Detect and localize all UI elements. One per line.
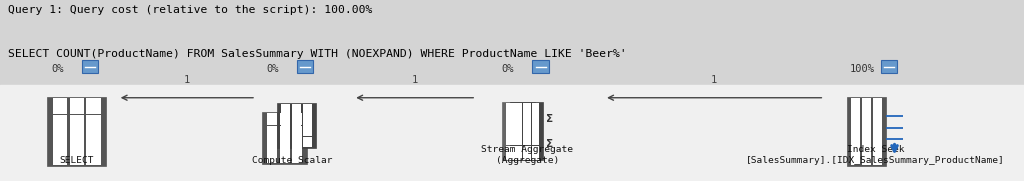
Bar	[292, 113, 302, 125]
Bar	[267, 138, 278, 151]
Bar	[282, 115, 290, 126]
Bar	[851, 98, 860, 114]
Bar	[82, 60, 98, 73]
Bar	[515, 131, 522, 145]
Bar	[297, 60, 313, 73]
Bar	[873, 98, 882, 114]
Bar	[303, 137, 311, 147]
Bar	[524, 131, 531, 145]
Bar	[70, 115, 84, 131]
Bar	[86, 148, 100, 165]
Text: 1: 1	[183, 75, 190, 85]
Bar	[522, 131, 529, 145]
Bar	[86, 131, 100, 148]
Bar	[70, 98, 84, 114]
Bar	[280, 151, 290, 163]
Bar	[515, 117, 522, 131]
Text: SELECT: SELECT	[59, 156, 94, 165]
Text: Σ: Σ	[547, 139, 554, 149]
Bar	[70, 131, 84, 148]
Bar	[53, 148, 68, 165]
Bar	[506, 117, 513, 131]
Bar	[531, 146, 539, 160]
Bar	[292, 151, 302, 163]
Bar	[522, 117, 529, 131]
Bar	[292, 126, 302, 138]
Bar	[522, 103, 529, 117]
Text: 1: 1	[711, 75, 718, 85]
Bar	[280, 138, 290, 151]
Bar	[292, 104, 301, 115]
Bar	[47, 97, 106, 166]
Bar	[510, 102, 543, 160]
Bar	[524, 146, 531, 160]
Text: Index Seek
[SalesSummary].[IDX_SalesSummary_ProductName]: Index Seek [SalesSummary].[IDX_SalesSumm…	[746, 145, 1005, 165]
Bar	[262, 112, 307, 164]
Bar	[515, 103, 522, 117]
Bar	[86, 115, 100, 131]
Bar	[292, 137, 301, 147]
Bar	[506, 103, 513, 117]
Bar	[531, 103, 539, 117]
Bar	[513, 146, 520, 160]
Bar	[532, 60, 549, 73]
Bar	[873, 131, 882, 148]
Text: SELECT COUNT(ProductName) FROM SalesSummary WITH (NOEXPAND) WHERE ProductName LI: SELECT COUNT(ProductName) FROM SalesSumm…	[8, 49, 627, 59]
Bar	[524, 117, 531, 131]
Bar	[280, 113, 290, 125]
Bar	[267, 151, 278, 163]
Bar	[267, 113, 278, 125]
Bar	[0, 0, 1024, 85]
Bar	[513, 117, 520, 131]
Bar	[303, 115, 311, 126]
Bar	[881, 60, 897, 73]
Bar	[873, 148, 882, 165]
Bar	[513, 131, 520, 145]
Bar	[862, 148, 871, 165]
Bar	[531, 117, 539, 131]
Bar	[847, 97, 886, 166]
Bar	[851, 115, 860, 131]
Bar	[303, 126, 311, 136]
Text: Compute Scalar: Compute Scalar	[252, 156, 332, 165]
Text: Σ: Σ	[547, 114, 554, 124]
Bar	[513, 103, 520, 117]
Text: 0%: 0%	[51, 64, 63, 74]
Text: 100%: 100%	[850, 64, 874, 74]
Bar	[282, 126, 290, 136]
Text: 0%: 0%	[266, 64, 279, 74]
Text: Stream Aggregate
(Aggregate): Stream Aggregate (Aggregate)	[481, 145, 573, 165]
Bar	[862, 98, 871, 114]
Bar	[53, 115, 68, 131]
Bar	[522, 146, 529, 160]
Bar	[280, 126, 290, 138]
Bar	[506, 146, 513, 160]
Bar	[851, 131, 860, 148]
Bar	[70, 148, 84, 165]
Bar	[515, 146, 522, 160]
Bar	[292, 138, 302, 151]
Bar	[86, 98, 100, 114]
Text: 1: 1	[412, 75, 418, 85]
Bar	[862, 115, 871, 131]
Bar	[873, 115, 882, 131]
Bar	[502, 102, 535, 160]
Text: 0%: 0%	[502, 64, 514, 74]
Bar	[862, 131, 871, 148]
Bar	[292, 126, 301, 136]
Bar	[506, 131, 513, 145]
Bar	[53, 98, 68, 114]
Text: Query 1: Query cost (relative to the script): 100.00%: Query 1: Query cost (relative to the scr…	[8, 5, 373, 15]
Bar	[53, 131, 68, 148]
Bar	[524, 103, 531, 117]
Bar	[282, 104, 290, 115]
Bar	[278, 103, 315, 148]
Bar	[531, 131, 539, 145]
Bar	[303, 104, 311, 115]
Bar	[267, 126, 278, 138]
Bar	[282, 137, 290, 147]
Bar	[851, 148, 860, 165]
Bar	[292, 115, 301, 126]
Bar	[0, 85, 1024, 181]
